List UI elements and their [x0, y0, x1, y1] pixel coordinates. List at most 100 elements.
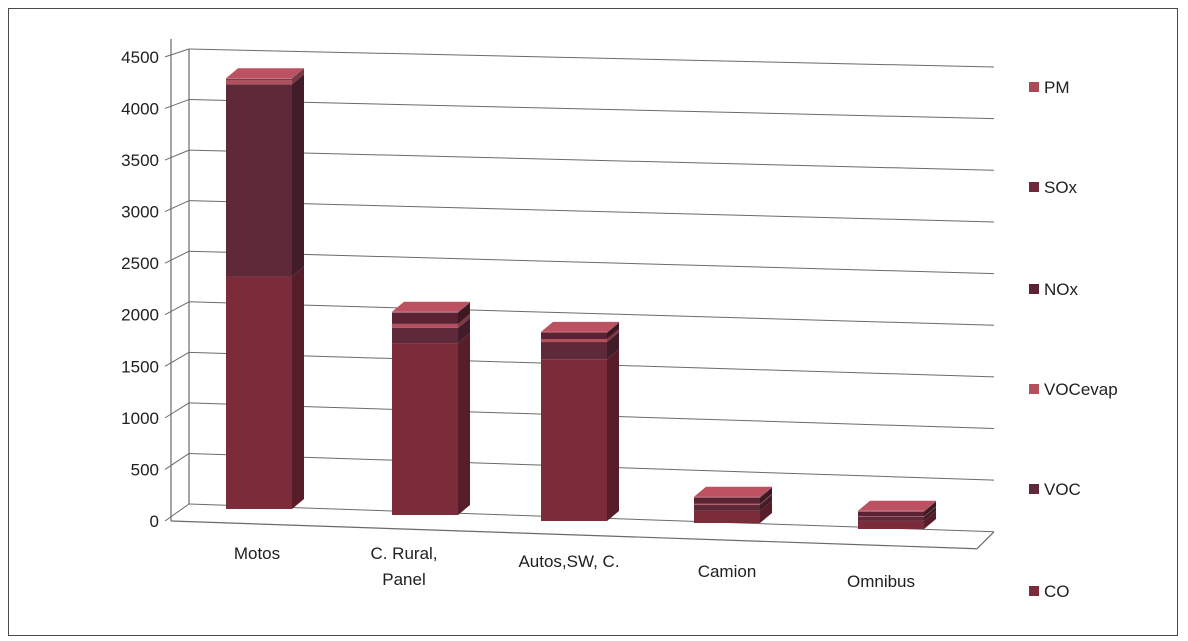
- y-tick-label: 2500: [121, 254, 159, 273]
- y-tick-label: 3000: [121, 203, 159, 222]
- bar-segment: [694, 510, 760, 523]
- legend-item: SOx: [1029, 178, 1078, 197]
- bar-segment: [392, 311, 458, 313]
- floor-right-edge: [976, 531, 995, 550]
- bar-stack: [226, 68, 304, 509]
- bar-segment-side: [292, 74, 304, 277]
- y-tick-label: 4500: [121, 48, 159, 67]
- y-tick-label: 1000: [121, 409, 159, 428]
- y-tick-label: 500: [131, 460, 159, 479]
- bar-segment: [858, 516, 924, 521]
- legend-swatch: [1029, 82, 1039, 92]
- bar-top: [858, 500, 936, 511]
- legend-swatch: [1029, 182, 1039, 192]
- bar-segment: [694, 497, 760, 504]
- side-wall-gridline: [164, 402, 190, 419]
- legend-label: PM: [1044, 78, 1070, 97]
- bar-segment: [226, 276, 292, 509]
- bar-segment: [226, 78, 292, 80]
- bar-segment-side: [292, 68, 304, 80]
- floor-front-edge: [170, 520, 978, 550]
- legend-item: VOCevap: [1029, 380, 1118, 399]
- chart-svg: 0 500 1000 1500 2000 2500 3000 3500 4000 4500 Mot…: [121, 39, 1118, 601]
- bar-segment: [541, 331, 607, 333]
- bar-segment: [226, 79, 292, 81]
- bar-segment-side: [458, 333, 470, 515]
- bar-segment-side: [760, 500, 772, 523]
- bar-segment: [392, 312, 458, 313]
- bar-segment-side: [760, 487, 772, 504]
- bar-segment-side: [292, 70, 304, 85]
- gridline: [188, 250, 995, 275]
- bar-segment: [226, 80, 292, 85]
- bar-segment: [694, 504, 760, 511]
- bar-segment-side: [607, 349, 619, 521]
- category-label: Autos,SW, C.: [518, 552, 619, 571]
- bar-segment-side: [924, 501, 936, 512]
- legend-swatch: [1029, 484, 1039, 494]
- bar-segment-side: [607, 332, 619, 360]
- gridline: [188, 99, 995, 120]
- category-label: Omnibus: [847, 572, 915, 591]
- legend-item: CO: [1029, 582, 1070, 601]
- bar-segment: [694, 503, 760, 505]
- y-tick-label: 2000: [121, 306, 159, 325]
- bar-segment: [226, 78, 292, 79]
- legend-label: NOx: [1044, 280, 1079, 299]
- legend-label: VOC: [1044, 480, 1081, 499]
- bar-segment: [541, 339, 607, 343]
- bar-segment-side: [760, 486, 772, 498]
- bar-stack: [694, 486, 772, 523]
- bar-segment-side: [760, 493, 772, 505]
- bar-top: [694, 486, 772, 497]
- bar-top: [392, 301, 470, 312]
- bar-layer: [226, 68, 936, 529]
- legend-label: VOCevap: [1044, 380, 1118, 399]
- bar-segment: [226, 84, 292, 277]
- gridline: [188, 301, 995, 326]
- bar-segment-side: [924, 500, 936, 512]
- y-axis-ticks: 0 500 1000 1500 2000 2500 3000 3500 4000 4500: [121, 48, 159, 531]
- bar-segment-side: [607, 322, 619, 333]
- category-label: C. Rural,: [370, 544, 437, 563]
- y-tick-label: 1500: [121, 357, 159, 376]
- bar-segment-side: [607, 329, 619, 343]
- side-wall-gridline: [164, 48, 190, 58]
- legend-label: CO: [1044, 582, 1070, 601]
- bar-segment-side: [292, 68, 304, 79]
- legend-swatch: [1029, 384, 1039, 394]
- bar-segment-side: [924, 506, 936, 517]
- legend-label: SOx: [1044, 178, 1078, 197]
- bar-segment-side: [292, 69, 304, 81]
- bar-stack: [858, 500, 936, 529]
- legend: PM SOx NOx VOCevap VOC CO: [1029, 78, 1118, 601]
- bar-stack: [541, 321, 619, 521]
- legend-item: VOC: [1029, 480, 1081, 499]
- bar-segment: [858, 511, 924, 512]
- bar-segment-side: [924, 501, 936, 517]
- bar-segment: [392, 312, 458, 324]
- side-wall-gridline: [164, 453, 190, 470]
- bar-segment-side: [458, 313, 470, 328]
- y-tick-label: 3500: [121, 151, 159, 170]
- bar-segment-side: [458, 317, 470, 344]
- side-wall-gridline: [164, 351, 190, 367]
- bar-segment: [392, 343, 458, 515]
- side-wall-gridline: [164, 149, 190, 161]
- bar-segment-side: [924, 506, 936, 521]
- bar-segment-side: [607, 322, 619, 339]
- legend-swatch: [1029, 284, 1039, 294]
- bar-segment: [541, 359, 607, 521]
- legend-item: NOx: [1029, 280, 1079, 299]
- y-tick-label: 4000: [121, 99, 159, 118]
- category-labels: Motos C. Rural, Panel Autos,SW, C. Camion Omn…: [234, 544, 915, 591]
- bar-segment-side: [760, 494, 772, 511]
- bar-segment: [858, 510, 924, 512]
- bar-top: [541, 321, 619, 332]
- bar-segment: [541, 342, 607, 360]
- category-label: Camion: [698, 562, 757, 581]
- bar-segment: [858, 511, 924, 517]
- bar-segment: [858, 520, 924, 529]
- gridline: [188, 149, 995, 171]
- bar-segment: [694, 496, 760, 498]
